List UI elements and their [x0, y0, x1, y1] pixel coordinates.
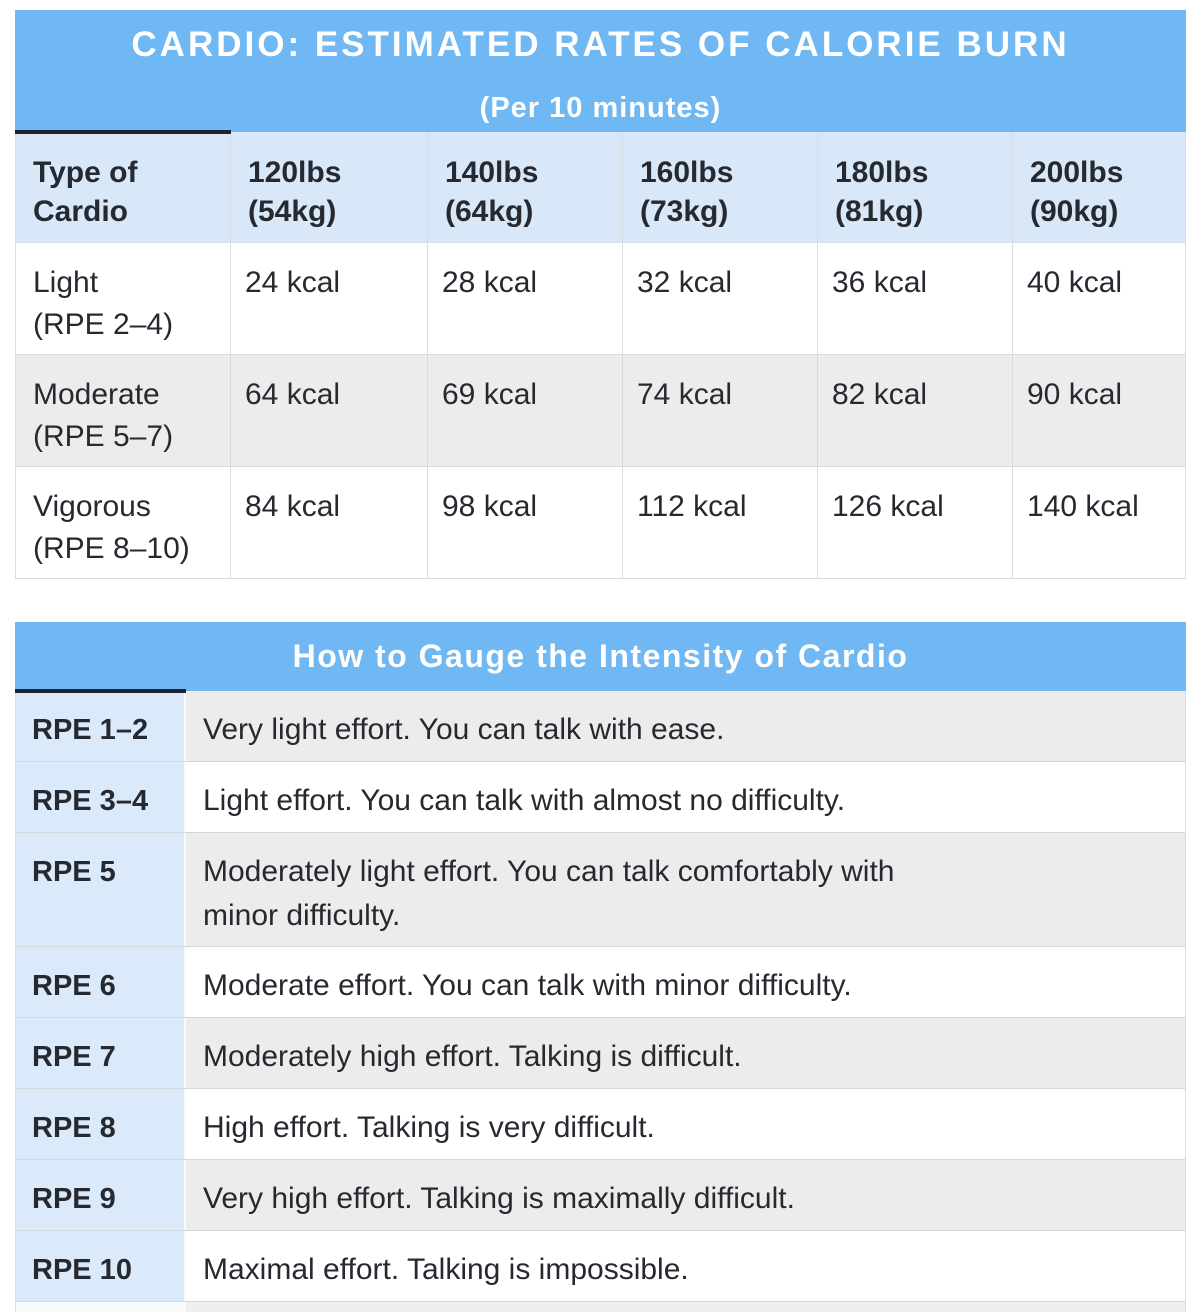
rpe-row: RPE 5 Moderately light effort. You can t… — [16, 833, 1185, 947]
calorie-value-cell: 36 kcal — [818, 243, 1013, 354]
accent-bar — [15, 130, 231, 134]
calorie-value-cell: 64 kcal — [231, 355, 428, 466]
calorie-header-cell: 160lbs (73kg) — [623, 132, 818, 242]
rpe-label-cell: RPE 1–2 — [16, 691, 186, 761]
rpe-row: RPE 3–4 Light effort. You can talk with … — [16, 762, 1185, 833]
calorie-table-grid: Type of Cardio 120lbs (54kg) 140lbs (64k… — [15, 130, 1186, 579]
calorie-value-cell: 28 kcal — [428, 243, 623, 354]
calorie-row-label: Light (RPE 2–4) — [16, 243, 231, 354]
calorie-value-cell: 69 kcal — [428, 355, 623, 466]
calorie-value-cell: 40 kcal — [1027, 266, 1123, 299]
calorie-header-cell: 200lbs (90kg) — [1030, 156, 1124, 228]
rpe-row: RPE 8 High effort. Talking is very diffi… — [16, 1089, 1185, 1160]
calorie-table-banner: CARDIO: ESTIMATED RATES OF CALORIE BURN … — [15, 10, 1186, 132]
calorie-value-cell: 90 kcal — [1013, 355, 1185, 466]
intensity-guide-table: How to Gauge the Intensity of Cardio RPE… — [15, 622, 1186, 1312]
rpe-row: RPE 9 Very high effort. Talking is maxim… — [16, 1160, 1185, 1231]
rpe-description-cell: Maximal effort. Talking is impossible. — [203, 1253, 689, 1286]
calorie-value-cell: 140 kcal — [1027, 490, 1139, 523]
rpe-description-cell: Very high effort. Talking is maximally d… — [186, 1160, 1185, 1230]
rpe-description-cell: High effort. Talking is very difficult. — [203, 1111, 655, 1144]
cutoff-row-right — [186, 1302, 1185, 1312]
rpe-label-cell: RPE 5 — [16, 833, 186, 946]
rpe-row: RPE 6 Moderate effort. You can talk with… — [16, 947, 1185, 1018]
calorie-value-cell: 74 kcal — [623, 355, 818, 466]
rpe-description-cell: Very light effort. You can talk with eas… — [186, 691, 1185, 761]
rpe-description-cell: Moderate effort. You can talk with minor… — [203, 969, 852, 1002]
calorie-row-vigorous: Vigorous (RPE 8–10) 84 kcal 98 kcal 112 … — [16, 467, 1185, 579]
calorie-table-subtitle: (Per 10 minutes) — [479, 92, 722, 124]
accent-bar — [15, 689, 186, 693]
calorie-header-cell: 180lbs (81kg) — [818, 132, 1013, 242]
rpe-row: RPE 1–2 Very light effort. You can talk … — [16, 691, 1185, 762]
calorie-value-cell: 24 kcal — [231, 243, 428, 354]
calorie-row-moderate: Moderate (RPE 5–7) 64 kcal 69 kcal 74 kc… — [16, 355, 1185, 467]
cutoff-row-strip — [16, 1302, 1185, 1312]
rpe-label-cell: RPE 7 — [16, 1018, 186, 1088]
calorie-value-cell: 82 kcal — [818, 355, 1013, 466]
rpe-label-cell: RPE 6 — [16, 947, 186, 1017]
calorie-header-cell: 120lbs (54kg) — [231, 132, 428, 242]
calorie-row-label: Moderate (RPE 5–7) — [16, 355, 231, 466]
calorie-value-cell: 112 kcal — [623, 467, 818, 578]
intensity-table-title: How to Gauge the Intensity of Cardio — [292, 638, 909, 674]
rpe-row: RPE 7 Moderately high effort. Talking is… — [16, 1018, 1185, 1089]
calorie-row-light: Light (RPE 2–4) 24 kcal 28 kcal 32 kcal … — [16, 243, 1185, 355]
rpe-label-cell: RPE 10 — [16, 1231, 186, 1301]
rpe-label-cell: RPE 3–4 — [16, 762, 186, 832]
rpe-description-cell: Light effort. You can talk with almost n… — [203, 784, 846, 817]
rpe-description-cell: Moderately high effort. Talking is diffi… — [186, 1018, 1185, 1088]
calorie-value-cell: 32 kcal — [623, 243, 818, 354]
calorie-value-cell: 126 kcal — [818, 467, 1013, 578]
rpe-label-cell: RPE 9 — [16, 1160, 186, 1230]
intensity-table-grid: RPE 1–2 Very light effort. You can talk … — [15, 689, 1186, 1312]
rpe-description-cell: Moderately light effort. You can talk co… — [186, 833, 1185, 946]
rpe-row: RPE 10 Maximal effort. Talking is imposs… — [16, 1231, 1185, 1302]
calorie-value-cell: 98 kcal — [428, 467, 623, 578]
calorie-value-cell: 84 kcal — [231, 467, 428, 578]
rpe-label-cell: RPE 8 — [16, 1089, 186, 1159]
calorie-row-label: Vigorous (RPE 8–10) — [16, 467, 231, 578]
cutoff-row-left — [16, 1302, 186, 1312]
calorie-header-row: Type of Cardio 120lbs (54kg) 140lbs (64k… — [16, 132, 1185, 243]
calorie-header-cell: Type of Cardio — [16, 132, 231, 242]
calorie-burn-table: CARDIO: ESTIMATED RATES OF CALORIE BURN … — [15, 10, 1186, 579]
calorie-table-title: CARDIO: ESTIMATED RATES OF CALORIE BURN — [131, 25, 1070, 64]
intensity-table-banner: How to Gauge the Intensity of Cardio — [15, 622, 1186, 691]
calorie-header-cell: 140lbs (64kg) — [428, 132, 623, 242]
